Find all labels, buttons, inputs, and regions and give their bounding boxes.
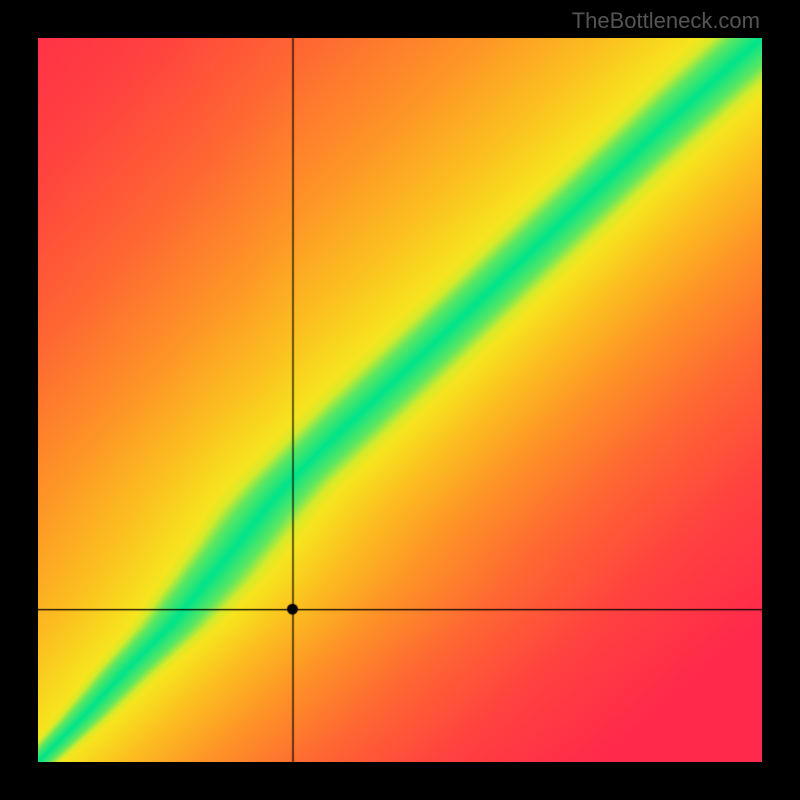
- chart-container: { "chart": { "type": "heatmap", "canvas"…: [0, 0, 800, 800]
- watermark-text: TheBottleneck.com: [572, 8, 760, 34]
- bottleneck-heatmap: [38, 38, 762, 762]
